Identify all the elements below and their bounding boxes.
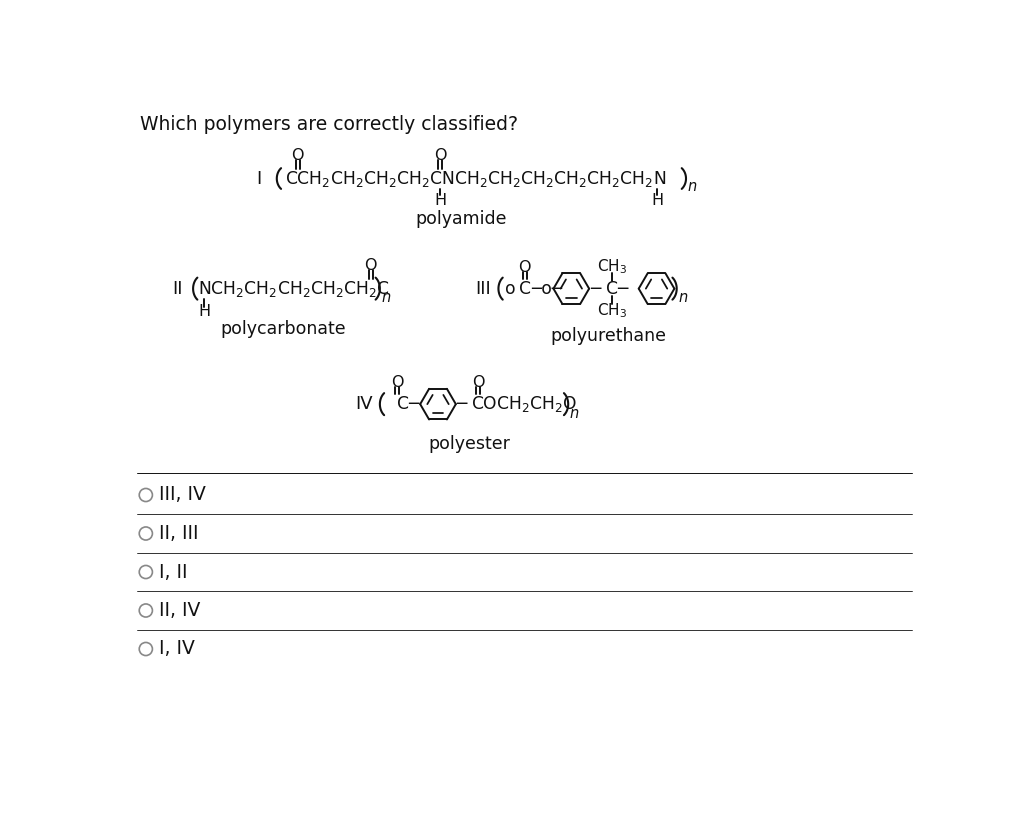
Text: n: n <box>678 291 687 305</box>
Text: $\mathsf{CH_3}$: $\mathsf{CH_3}$ <box>597 258 627 277</box>
Text: polycarbonate: polycarbonate <box>220 320 346 338</box>
Text: polyamide: polyamide <box>416 209 507 228</box>
Text: III, IV: III, IV <box>159 485 206 505</box>
Text: n: n <box>687 179 696 194</box>
Text: o: o <box>505 280 515 298</box>
Text: polyester: polyester <box>428 435 510 453</box>
Text: IV: IV <box>355 395 373 414</box>
Text: n: n <box>569 406 579 421</box>
Text: O: O <box>292 148 304 163</box>
Text: C: C <box>519 280 530 298</box>
Text: $\mathsf{CCH_2CH_2CH_2CH_2CNCH_2CH_2CH_2CH_2CH_2CH_2N}$: $\mathsf{CCH_2CH_2CH_2CH_2CNCH_2CH_2CH_2… <box>285 168 666 189</box>
Text: $\mathsf{COCH_2CH_2O}$: $\mathsf{COCH_2CH_2O}$ <box>471 394 577 414</box>
Text: n: n <box>381 291 391 305</box>
Text: III: III <box>475 280 490 298</box>
Text: II, IV: II, IV <box>159 601 201 620</box>
Text: I, II: I, II <box>159 562 187 581</box>
Text: II, III: II, III <box>159 524 199 543</box>
Text: $\mathsf{CH_3}$: $\mathsf{CH_3}$ <box>597 301 627 320</box>
Text: polyurethane: polyurethane <box>551 327 667 345</box>
Text: I: I <box>256 169 261 187</box>
Text: I, IV: I, IV <box>159 640 195 659</box>
Text: ─: ─ <box>590 280 600 298</box>
Text: H: H <box>434 193 446 208</box>
Text: ─: ─ <box>457 395 467 414</box>
Text: C─: C─ <box>397 395 419 414</box>
Text: ─o─: ─o─ <box>531 280 562 298</box>
Text: O: O <box>391 375 403 390</box>
Text: Which polymers are correctly classified?: Which polymers are correctly classified? <box>139 115 517 133</box>
Text: II: II <box>172 280 182 298</box>
Text: O: O <box>365 258 377 273</box>
Text: $\mathsf{NCH_2CH_2CH_2CH_2CH_2C}$: $\mathsf{NCH_2CH_2CH_2CH_2CH_2C}$ <box>198 278 389 299</box>
Text: O: O <box>434 148 446 163</box>
Text: O: O <box>518 260 531 274</box>
Text: ─: ─ <box>617 280 628 298</box>
Text: H: H <box>651 193 664 208</box>
Text: C: C <box>605 280 617 298</box>
Text: O: O <box>472 375 484 390</box>
Text: H: H <box>198 304 210 319</box>
